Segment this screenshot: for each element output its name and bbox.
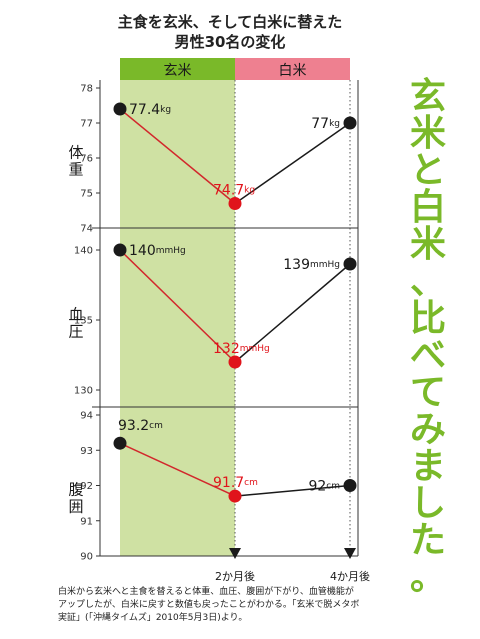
panel-label-char: 圧 [68, 323, 83, 341]
caption-line-1: 白米から玄米へと主食を替えると体重、血圧、腹囲が下がり、血管機能が [58, 587, 354, 597]
y-tick-label: 75 [80, 189, 93, 200]
data-point [343, 116, 357, 130]
series-line-genmai [119, 108, 236, 205]
data-label-unit: cm [244, 478, 258, 488]
title-line-1: 主食を玄米、そして白米に替えた [117, 13, 343, 31]
data-label: 77kg [311, 116, 340, 132]
data-label: 91.7cm [213, 475, 258, 491]
data-label-unit: mmHg [156, 246, 186, 256]
side-title-char: ま [409, 446, 446, 487]
data-label: 77.4kg [129, 102, 171, 118]
series-line-hakumai [234, 122, 351, 205]
series-line-genmai [119, 249, 236, 363]
side-title-char: 白 [409, 187, 446, 228]
data-label-value: 74.7 [213, 183, 244, 199]
panel-label-char: 体 [68, 144, 83, 162]
side-title-char: た [409, 520, 446, 561]
data-label-unit: kg [244, 186, 255, 196]
source-caption: 白米から玄米へと主食を替えると体重、血圧、腹囲が下がり、血管機能が アップしたが… [58, 586, 388, 625]
side-title-char: 、 [409, 261, 446, 302]
data-point [343, 257, 357, 271]
data-label-value: 77.4 [129, 102, 160, 118]
x-tick-label: 2か月後 [215, 569, 255, 583]
y-tick-label: 94 [80, 411, 93, 422]
genmai-period-band [120, 80, 235, 556]
y-tick-label: 74 [80, 224, 93, 235]
y-tick-label: 77 [80, 119, 93, 130]
side-title-char: 比 [409, 298, 446, 339]
data-label: 93.2cm [118, 418, 163, 434]
data-label-value: 139 [283, 257, 310, 273]
side-title-char: し [409, 483, 446, 524]
data-point [113, 102, 127, 116]
series-line-hakumai [234, 263, 351, 363]
data-label-unit: mmHg [310, 260, 340, 270]
data-label-value: 132 [213, 341, 240, 357]
data-point [113, 243, 127, 257]
data-label: 132mmHg [213, 341, 270, 357]
data-label: 139mmHg [283, 257, 340, 273]
panel-label-char: 重 [68, 161, 83, 179]
data-label: 140mmHg [129, 243, 186, 259]
data-label-value: 92 [308, 479, 326, 495]
y-tick-label: 90 [80, 552, 93, 563]
y-tick-label: 135 [74, 316, 93, 327]
period-label-hakumai: 白米 [279, 63, 307, 79]
data-label: 92cm [308, 479, 340, 495]
data-label-value: 93.2 [118, 418, 149, 434]
y-tick-label: 91 [80, 516, 93, 527]
data-label-unit: kg [160, 105, 171, 115]
data-point [343, 479, 357, 492]
period-header-genmai [120, 58, 235, 80]
side-title: 玄米と白米、比べてみました。 [392, 78, 464, 596]
panel-label-char: 腹 [68, 481, 83, 499]
data-label-unit: kg [329, 119, 340, 129]
side-title-char: 米 [409, 224, 446, 265]
data-point [228, 489, 242, 503]
side-title-char: 。 [409, 557, 446, 598]
y-tick-label: 140 [74, 246, 93, 257]
side-title-char: と [409, 150, 446, 191]
panel-label-char: 血 [68, 306, 83, 324]
caption-line-2: アップしたが、白米に戻すと数値も戻ったことがわかる。「玄米で脱メタボ [58, 600, 360, 610]
side-title-char: み [409, 409, 446, 450]
y-tick-label: 93 [80, 446, 93, 457]
y-tick-label: 78 [80, 84, 93, 95]
data-label-unit: cm [149, 421, 163, 431]
y-tick-label: 76 [80, 154, 93, 165]
data-point [113, 436, 127, 450]
data-label-value: 77 [311, 116, 329, 132]
series-line-hakumai [234, 484, 351, 497]
data-label-value: 140 [129, 243, 156, 259]
y-tick-label: 92 [80, 481, 93, 492]
chart-title: 主食を玄米、そして白米に替えた 男性30名の変化 [70, 12, 390, 52]
data-label-value: 91.7 [213, 475, 244, 491]
time-arrow-marker [229, 548, 241, 559]
data-label: 74.7kg [213, 183, 255, 199]
side-title-char: 米 [409, 113, 446, 154]
side-title-char: て [409, 372, 446, 413]
title-line-2: 男性30名の変化 [174, 33, 286, 51]
y-tick-label: 130 [74, 386, 93, 397]
x-tick-label: 4か月後 [330, 569, 370, 583]
time-arrow-marker [344, 548, 356, 559]
data-point [228, 355, 242, 369]
data-label-unit: cm [326, 482, 340, 492]
side-title-char: べ [409, 335, 446, 376]
data-point [228, 197, 242, 210]
side-title-char: 玄 [409, 76, 446, 117]
series-line-genmai [119, 442, 236, 497]
data-label-unit: mmHg [240, 344, 270, 354]
period-header-hakumai [235, 58, 350, 80]
caption-line-3: 実証」(「沖縄タイムズ」2010年5月3日)より。 [58, 613, 248, 623]
panel-label-char: 囲 [68, 498, 83, 516]
period-label-genmai: 玄米 [164, 62, 192, 79]
